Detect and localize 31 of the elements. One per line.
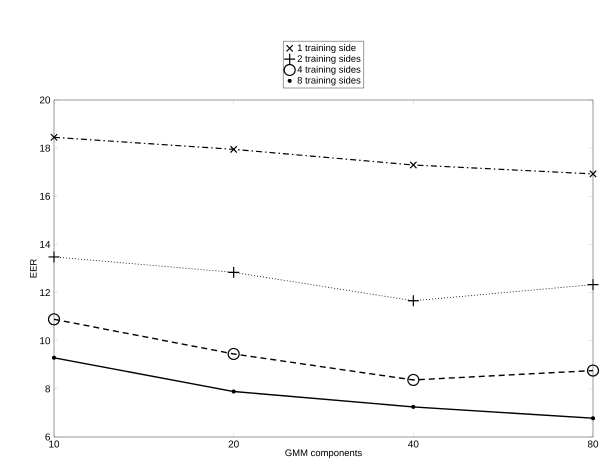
legend-label: 8 training sides [298,76,360,86]
legend-label: 2 training sides [298,54,360,64]
y-tick-label: 20 [40,96,50,104]
y-tick-label: 8 [45,385,50,392]
point [410,161,418,169]
point [52,356,56,360]
point [232,390,236,394]
legend-label: 4 training sides [297,66,360,75]
point [589,170,597,178]
x-axis-title: GMM components [285,449,362,458]
x-tick-label: 20 [228,440,239,448]
legend-label: 1 training side [298,44,356,53]
y-tick-label: 16 [40,192,50,200]
point [228,348,240,360]
x-tick-label: 40 [408,440,418,448]
point [48,313,60,326]
y-tick-label: 10 [40,337,50,344]
point [586,278,600,291]
y-axis-title: EER [30,259,37,278]
point [586,364,600,377]
point [407,374,420,386]
point [230,146,238,154]
point [48,250,60,264]
x-tick-label: 80 [588,440,598,448]
y-tick-label: 6 [45,433,50,441]
point [50,134,58,142]
y-tick-label: 14 [40,240,50,248]
y-tick-label: 18 [40,144,50,152]
point [591,416,595,420]
y-tick-label: 12 [40,289,50,296]
point [411,404,416,409]
